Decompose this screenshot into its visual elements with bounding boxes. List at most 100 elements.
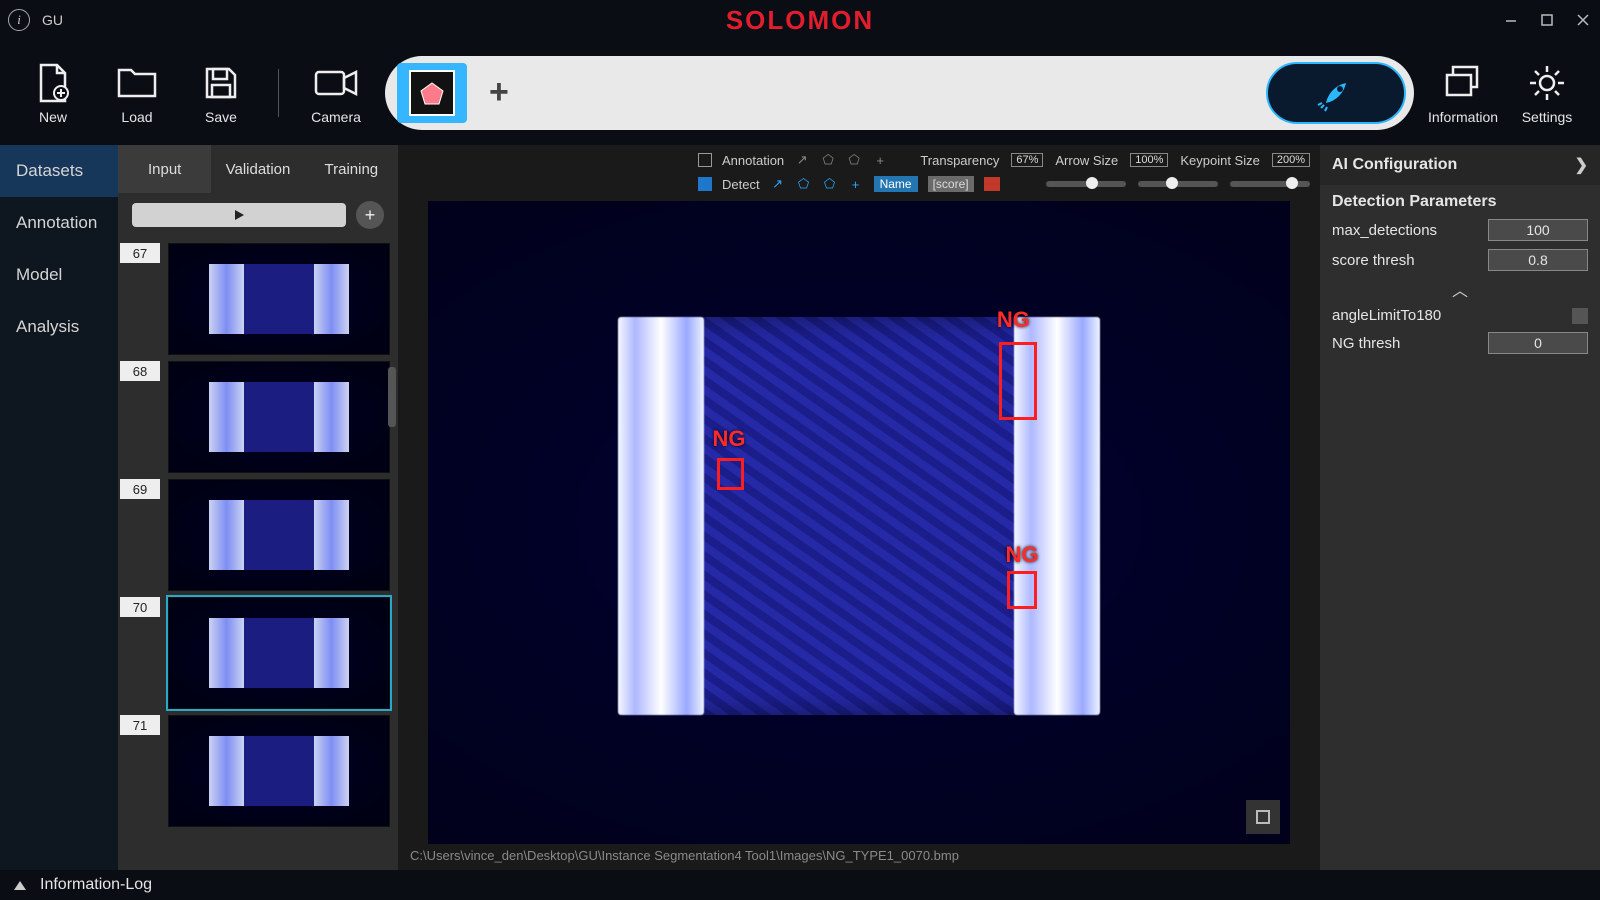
minimize-button[interactable]: [1502, 13, 1520, 27]
nav-annotation[interactable]: Annotation: [0, 197, 118, 249]
brand-logo: SOLOMON: [726, 5, 874, 36]
keypoint-size-label: Keypoint Size: [1180, 153, 1260, 168]
pentagon-outline-icon[interactable]: ⬠: [822, 176, 838, 192]
score-tag[interactable]: [score]: [928, 176, 974, 192]
app-label: GU: [42, 12, 63, 28]
add-tool-button[interactable]: +: [489, 73, 509, 112]
arrow-size-label: Arrow Size: [1055, 153, 1118, 168]
tab-validation[interactable]: Validation: [211, 145, 304, 193]
canvas-area: Annotation ↗ ⬠ ⬠ + Transparency 67% Arro…: [398, 145, 1320, 870]
param-score-thresh: score thresh 0.8: [1320, 245, 1600, 275]
information-button[interactable]: Information: [1428, 53, 1498, 133]
detection-box[interactable]: [999, 342, 1038, 419]
keypoint-size-value[interactable]: 200%: [1272, 153, 1310, 167]
thumbnail-row[interactable]: 67: [118, 243, 398, 355]
thumbnail-row[interactable]: 71: [118, 715, 398, 827]
camera-icon: [314, 61, 358, 105]
tab-input[interactable]: Input: [118, 145, 211, 193]
thumbnail[interactable]: [168, 243, 390, 355]
transparency-value[interactable]: 67%: [1011, 153, 1043, 167]
tab-training[interactable]: Training: [305, 145, 398, 193]
config-header[interactable]: AI Configuration ❯: [1320, 145, 1600, 185]
param-angle-limit: angleLimitTo180: [1320, 303, 1600, 328]
slider-2[interactable]: [1138, 181, 1218, 187]
thumbnail-row[interactable]: 69: [118, 479, 398, 591]
detection-label: NG: [1006, 542, 1039, 568]
save-button[interactable]: Save: [186, 53, 256, 133]
thumbnail-row[interactable]: 70: [118, 597, 398, 709]
expand-log-icon[interactable]: [14, 881, 26, 890]
thumbnail-index: 67: [120, 243, 160, 263]
param-label: NG thresh: [1332, 335, 1400, 352]
dataset-panel: Input Validation Training + 67 68 69: [118, 145, 398, 870]
arrow-out-icon[interactable]: ↗: [794, 152, 810, 168]
maximize-button[interactable]: [1538, 13, 1556, 27]
thumbnail[interactable]: [168, 715, 390, 827]
arrow-out-icon[interactable]: ↗: [770, 176, 786, 192]
active-tool-tile[interactable]: [397, 63, 467, 123]
status-bar[interactable]: Information-Log: [0, 870, 1600, 900]
run-button[interactable]: [1266, 62, 1406, 124]
name-tag[interactable]: Name: [874, 176, 918, 192]
detection-box[interactable]: [1007, 571, 1037, 610]
color-swatch[interactable]: [984, 177, 1000, 191]
canvas-toolbar: Annotation ↗ ⬠ ⬠ + Transparency 67% Arro…: [398, 145, 1320, 197]
detection-label: NG: [997, 307, 1030, 333]
window-controls: [1502, 13, 1592, 27]
image-canvas[interactable]: NGNGNG: [428, 201, 1290, 844]
info-icon[interactable]: i: [8, 9, 30, 31]
param-ng-thresh: NG thresh 0: [1320, 328, 1600, 358]
plus-icon[interactable]: +: [848, 177, 864, 192]
play-icon: [233, 209, 245, 221]
status-label: Information-Log: [40, 876, 152, 894]
new-button[interactable]: New: [18, 53, 88, 133]
nav-datasets[interactable]: Datasets: [0, 145, 118, 197]
collapse-toggle[interactable]: ︿: [1320, 275, 1600, 303]
plus-icon[interactable]: +: [872, 153, 888, 168]
save-label: Save: [205, 109, 237, 125]
nav-analysis[interactable]: Analysis: [0, 301, 118, 353]
settings-button[interactable]: Settings: [1512, 53, 1582, 133]
load-button[interactable]: Load: [102, 53, 172, 133]
nav-model[interactable]: Model: [0, 249, 118, 301]
thumbnail-index: 68: [120, 361, 160, 381]
thumbnail-list[interactable]: 67 68 69 70 71: [118, 237, 398, 870]
settings-label: Settings: [1522, 109, 1573, 125]
config-title: AI Configuration: [1332, 156, 1457, 174]
playbar: +: [118, 193, 398, 237]
transparency-label: Transparency: [920, 153, 999, 168]
thumbnail[interactable]: [168, 597, 390, 709]
detect-checkbox[interactable]: [698, 177, 712, 191]
annotation-checkbox[interactable]: [698, 153, 712, 167]
thumbnail-row[interactable]: 68: [118, 361, 398, 473]
param-label: score thresh: [1332, 252, 1415, 269]
save-icon: [203, 61, 239, 105]
pentagon-outline-icon[interactable]: ⬠: [846, 152, 862, 168]
load-label: Load: [121, 109, 152, 125]
detection-box[interactable]: [717, 458, 745, 490]
param-value[interactable]: 0: [1488, 332, 1588, 354]
angle-checkbox[interactable]: [1572, 308, 1588, 324]
thumbnail[interactable]: [168, 479, 390, 591]
thumbnail-scrollbar[interactable]: [388, 367, 396, 427]
component-pad-left: [618, 317, 704, 716]
pentagon-fill-icon[interactable]: ⬠: [820, 152, 836, 168]
arrow-size-value[interactable]: 100%: [1130, 153, 1168, 167]
tool-pill: +: [385, 56, 1414, 130]
square-icon: [1256, 810, 1270, 824]
thumbnail-index: 69: [120, 479, 160, 499]
play-button[interactable]: [132, 203, 346, 227]
thumbnail[interactable]: [168, 361, 390, 473]
left-nav: Datasets Annotation Model Analysis: [0, 145, 118, 870]
param-value[interactable]: 100: [1488, 219, 1588, 241]
camera-button[interactable]: Camera: [301, 53, 371, 133]
add-image-button[interactable]: +: [356, 201, 384, 229]
pentagon-fill-icon[interactable]: ⬠: [796, 176, 812, 192]
slider-3[interactable]: [1230, 181, 1310, 187]
slider-1[interactable]: [1046, 181, 1126, 187]
fit-view-button[interactable]: [1246, 800, 1280, 834]
chevron-right-icon: ❯: [1575, 155, 1588, 175]
rocket-icon: [1316, 73, 1356, 113]
param-value[interactable]: 0.8: [1488, 249, 1588, 271]
close-button[interactable]: [1574, 13, 1592, 27]
